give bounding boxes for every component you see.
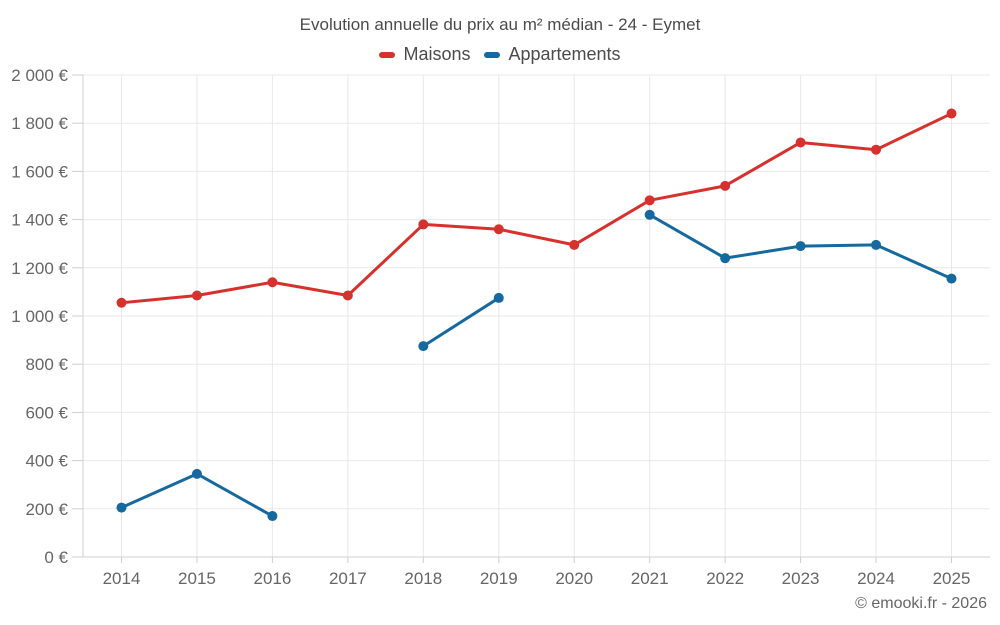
series-line-maisons	[120, 112, 953, 305]
copyright-text: © emooki.fr - 2026	[855, 595, 987, 612]
appartements-series-swatch-icon	[484, 51, 501, 58]
data-point-appartements-2022[interactable]	[720, 253, 731, 264]
x-tick-label: 2019	[480, 569, 518, 588]
data-point-appartements-2018[interactable]	[418, 341, 429, 352]
legend: Maisons Appartements	[0, 44, 1000, 65]
maisons-series-swatch-icon	[379, 51, 396, 58]
data-point-appartements-2024[interactable]	[871, 239, 882, 250]
x-tick-label: 2025	[933, 569, 971, 588]
x-tick-label: 2017	[329, 569, 367, 588]
data-point-appartements-2021[interactable]	[644, 209, 655, 220]
legend-item-maisons[interactable]: Maisons	[379, 44, 470, 65]
data-point-appartements-2016[interactable]	[267, 511, 278, 522]
y-tick-label: 800 €	[25, 355, 68, 374]
data-point-maisons-2014[interactable]	[116, 297, 127, 308]
y-tick-label: 2 000 €	[11, 66, 68, 85]
chart-title: Evolution annuelle du prix au m² médian …	[299, 15, 701, 34]
y-tick-label: 400 €	[25, 452, 68, 471]
data-point-maisons-2025[interactable]	[946, 108, 957, 119]
y-tick-label: 1 800 €	[11, 114, 68, 133]
y-tick-label: 1 000 €	[11, 307, 68, 326]
y-tick-label: 200 €	[25, 500, 68, 519]
x-tick-label: 2015	[178, 569, 216, 588]
data-point-maisons-2015[interactable]	[191, 290, 202, 301]
data-point-maisons-2017[interactable]	[342, 290, 353, 301]
data-point-maisons-2020[interactable]	[569, 239, 580, 250]
y-tick-label: 1 400 €	[11, 211, 68, 230]
data-point-maisons-2023[interactable]	[795, 137, 806, 148]
data-point-appartements-2019[interactable]	[493, 292, 504, 303]
legend-label-maisons: Maisons	[403, 44, 471, 64]
y-tick-label: 600 €	[25, 403, 68, 422]
data-point-maisons-2019[interactable]	[493, 224, 504, 235]
x-tick-label: 2023	[782, 569, 820, 588]
x-tick-label: 2022	[706, 569, 744, 588]
x-tick-label: 2021	[631, 569, 669, 588]
data-point-maisons-2016[interactable]	[267, 277, 278, 288]
data-point-appartements-2025[interactable]	[946, 273, 957, 284]
series-line-appartements	[421, 296, 501, 348]
x-tick-label: 2024	[857, 569, 895, 588]
legend-item-appartements[interactable]: Appartements	[484, 44, 621, 65]
x-tick-label: 2014	[103, 569, 141, 588]
data-point-appartements-2014[interactable]	[116, 502, 127, 513]
data-point-maisons-2018[interactable]	[418, 219, 429, 230]
y-tick-label: 1 200 €	[11, 259, 68, 278]
x-tick-label: 2018	[404, 569, 442, 588]
data-point-appartements-2023[interactable]	[795, 241, 806, 252]
x-tick-label: 2020	[555, 569, 593, 588]
data-point-appartements-2015[interactable]	[191, 468, 202, 479]
data-point-maisons-2021[interactable]	[644, 195, 655, 206]
y-tick-label: 0 €	[44, 548, 68, 567]
data-point-maisons-2024[interactable]	[871, 144, 882, 155]
y-tick-label: 1 600 €	[11, 162, 68, 181]
x-tick-label: 2016	[253, 569, 291, 588]
data-point-maisons-2022[interactable]	[720, 180, 731, 191]
legend-label-appartements: Appartements	[508, 44, 621, 64]
